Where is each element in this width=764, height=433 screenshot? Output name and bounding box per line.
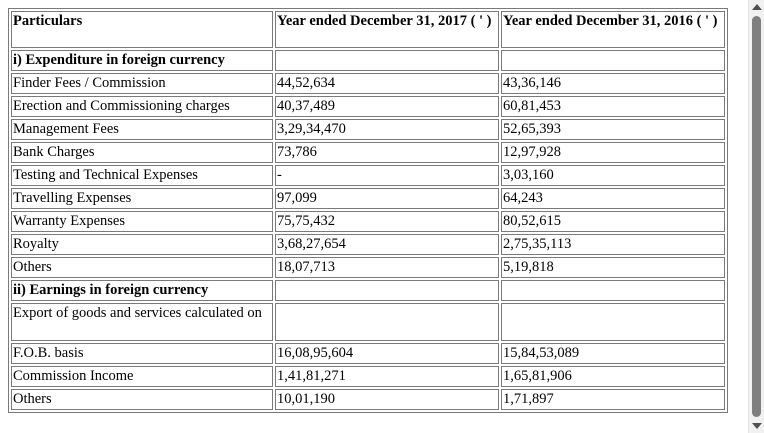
cell-2016: 43,36,146 [501,73,725,94]
cell-2017: - [275,165,499,186]
cell-2017: 40,37,489 [275,96,499,117]
table-row: Export of goods and services calculated … [11,303,725,341]
cell-2016: 12,97,928 [501,142,725,163]
scrollbar-thumb[interactable] [752,16,761,417]
cell-2016: 80,52,615 [501,211,725,232]
table-row: Travelling Expenses 97,099 64,243 [11,188,725,209]
cell-2017 [275,50,499,71]
row-label: Finder Fees / Commission [11,73,273,94]
cell-2017: 3,68,27,654 [275,234,499,255]
header-year-2017: Year ended December 31, 2017 ( ' ) [275,11,499,48]
row-label: Commission Income [11,366,273,387]
header-year-2016: Year ended December 31, 2016 ( ' ) [501,11,725,48]
table-row: Management Fees 3,29,34,470 52,65,393 [11,119,725,140]
table-row: F.O.B. basis 16,08,95,604 15,84,53,089 [11,343,725,364]
table-row: Erection and Commissioning charges 40,37… [11,96,725,117]
section-label: ii) Earnings in foreign currency [11,280,273,301]
cell-2016: 3,03,160 [501,165,725,186]
cell-2017: 3,29,34,470 [275,119,499,140]
row-label: Travelling Expenses [11,188,273,209]
foreign-currency-table: Particulars Year ended December 31, 2017… [8,8,728,413]
cell-2016 [501,303,725,341]
table-header-row: Particulars Year ended December 31, 2017… [11,11,725,48]
cell-2016: 5,19,818 [501,257,725,278]
cell-2017: 73,786 [275,142,499,163]
cell-2017: 18,07,713 [275,257,499,278]
vertical-scrollbar[interactable] [748,0,764,433]
row-label: Others [11,389,273,410]
row-label: Warranty Expenses [11,211,273,232]
table-row: Commission Income 1,41,81,271 1,65,81,90… [11,366,725,387]
table-row-section-expenditure: i) Expenditure in foreign currency [11,50,725,71]
cell-2016 [501,50,725,71]
table-row: Royalty 3,68,27,654 2,75,35,113 [11,234,725,255]
cell-2017: 16,08,95,604 [275,343,499,364]
cell-2016 [501,280,725,301]
table-row: Others 18,07,713 5,19,818 [11,257,725,278]
scroll-up-arrow-icon[interactable] [752,4,762,10]
cell-2016: 1,71,897 [501,389,725,410]
cell-2016: 1,65,81,906 [501,366,725,387]
document-viewport: Particulars Year ended December 31, 2017… [8,8,728,413]
cell-2017 [275,280,499,301]
section-label: i) Expenditure in foreign currency [11,50,273,71]
row-label: Royalty [11,234,273,255]
cell-2016: 15,84,53,089 [501,343,725,364]
row-label: Others [11,257,273,278]
cell-2017: 1,41,81,271 [275,366,499,387]
cell-2016: 2,75,35,113 [501,234,725,255]
row-label: Bank Charges [11,142,273,163]
row-label: F.O.B. basis [11,343,273,364]
cell-2017 [275,303,499,341]
row-label: Management Fees [11,119,273,140]
table-row: Finder Fees / Commission 44,52,634 43,36… [11,73,725,94]
cell-2017: 75,75,432 [275,211,499,232]
scroll-down-arrow-icon[interactable] [752,423,762,429]
row-label: Export of goods and services calculated … [11,303,273,341]
table-row: Bank Charges 73,786 12,97,928 [11,142,725,163]
cell-2017: 10,01,190 [275,389,499,410]
row-label: Testing and Technical Expenses [11,165,273,186]
table-row: Testing and Technical Expenses - 3,03,16… [11,165,725,186]
header-particulars: Particulars [11,11,273,48]
cell-2016: 60,81,453 [501,96,725,117]
cell-2016: 52,65,393 [501,119,725,140]
table-row: Others 10,01,190 1,71,897 [11,389,725,410]
table-row-section-earnings: ii) Earnings in foreign currency [11,280,725,301]
cell-2017: 44,52,634 [275,73,499,94]
row-label: Erection and Commissioning charges [11,96,273,117]
cell-2016: 64,243 [501,188,725,209]
cell-2017: 97,099 [275,188,499,209]
table-row: Warranty Expenses 75,75,432 80,52,615 [11,211,725,232]
